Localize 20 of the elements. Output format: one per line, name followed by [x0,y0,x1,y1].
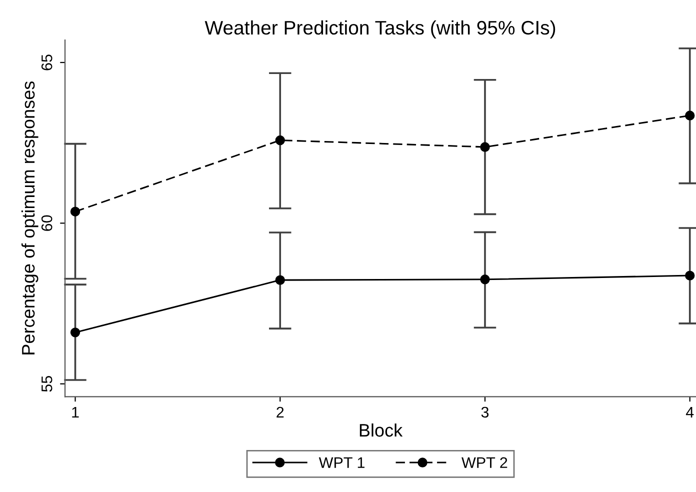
x-tick-label: 3 [481,406,489,418]
x-tick-label: 2 [276,406,284,418]
point [70,206,80,216]
point [480,142,490,152]
y-tick-label: 55 [42,376,52,392]
x-tick-label: 1 [72,406,79,418]
chart-title: Weather Prediction Tasks (with 95% CIs) [204,20,556,38]
legend-label: WPT 2 [462,457,508,468]
legend-label: WPT 1 [318,457,364,468]
point [275,135,285,146]
point [684,270,695,280]
y-axis-title: Percentage of optimum responses [21,81,38,354]
point [480,274,490,284]
point [70,328,80,338]
y-tick-label: 65 [41,54,52,70]
x-axis-title: Block [360,423,403,437]
point [275,275,285,285]
y-tick-label: 60 [41,215,52,231]
x-tick-label: 4 [686,406,694,418]
point [684,110,695,120]
